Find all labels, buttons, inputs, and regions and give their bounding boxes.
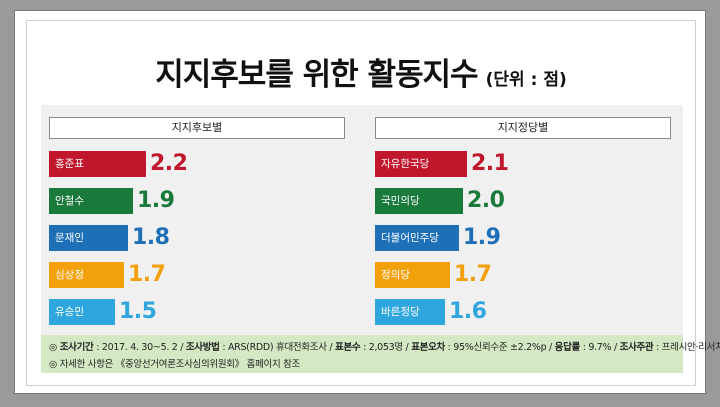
bar-value-label: 1.9	[463, 225, 501, 250]
bar: 더불어민주당	[375, 225, 459, 251]
bar: 유승민	[49, 299, 115, 325]
bar: 국민의당	[375, 188, 463, 214]
bar: 정의당	[375, 262, 450, 288]
bar-value-label: 1.9	[137, 188, 175, 213]
panel-header: 지지후보별	[49, 117, 345, 139]
bar-label: 홍준표	[55, 158, 84, 170]
bar-label: 자유한국당	[381, 158, 430, 170]
bar-value-label: 1.7	[128, 262, 166, 287]
bar-label: 국민의당	[381, 195, 420, 207]
chart-area: 지지후보별 홍준표 2.2 안철수 1.9 문재인 1.8 심상정 1.7 유승민 1.5 지지정…	[41, 105, 683, 335]
survey-info-line: ◎ 조사기간 : 2017. 4. 30~5. 2 / 조사방법 : ARS(R…	[49, 342, 720, 353]
bar-value-label: 1.5	[119, 299, 157, 324]
bar: 문재인	[49, 225, 128, 251]
bar-value-label: 1.7	[454, 262, 492, 287]
bar: 심상정	[49, 262, 124, 288]
bar: 자유한국당	[375, 151, 467, 177]
bar-value-label: 1.8	[132, 225, 170, 250]
title-row: 지지후보를 위한 활동지수 (단위 : 점)	[15, 49, 707, 97]
infographic-card: 지지후보를 위한 활동지수 (단위 : 점) 지지후보별 홍준표 2.2 안철수 1.…	[14, 10, 720, 394]
bar-label: 심상정	[55, 269, 84, 281]
bar-value-label: 1.6	[449, 299, 487, 324]
bar-value-label: 2.1	[471, 151, 509, 176]
bar-label: 더불어민주당	[381, 232, 439, 244]
bar-value-label: 2.2	[150, 151, 188, 176]
bar-label: 정의당	[381, 269, 410, 281]
party-panel: 지지정당별 자유한국당 2.1 국민의당 2.0 더불어민주당 1.9 정의당 1.7 바른정당…	[375, 117, 671, 327]
bar: 안철수	[49, 188, 133, 214]
reference-note: ◎ 자세한 사항은 《중앙선거여론조사심의위원회》 홈페이지 참조	[49, 359, 300, 370]
candidate-panel: 지지후보별 홍준표 2.2 안철수 1.9 문재인 1.8 심상정 1.7 유승민 1.5	[49, 117, 345, 327]
bar: 바른정당	[375, 299, 445, 325]
bar: 홍준표	[49, 151, 146, 177]
survey-footer: ◎ 조사기간 : 2017. 4. 30~5. 2 / 조사방법 : ARS(R…	[41, 335, 720, 373]
chart-title: 지지후보를 위한 활동지수	[155, 57, 478, 93]
unit-label: (단위 : 점)	[485, 70, 567, 90]
bar-label: 문재인	[55, 232, 84, 244]
bar-value-label: 2.0	[467, 188, 505, 213]
bar-label: 유승민	[55, 306, 84, 318]
bar-label: 안철수	[55, 195, 84, 207]
bar-label: 바른정당	[381, 306, 420, 318]
panel-header: 지지정당별	[375, 117, 671, 139]
